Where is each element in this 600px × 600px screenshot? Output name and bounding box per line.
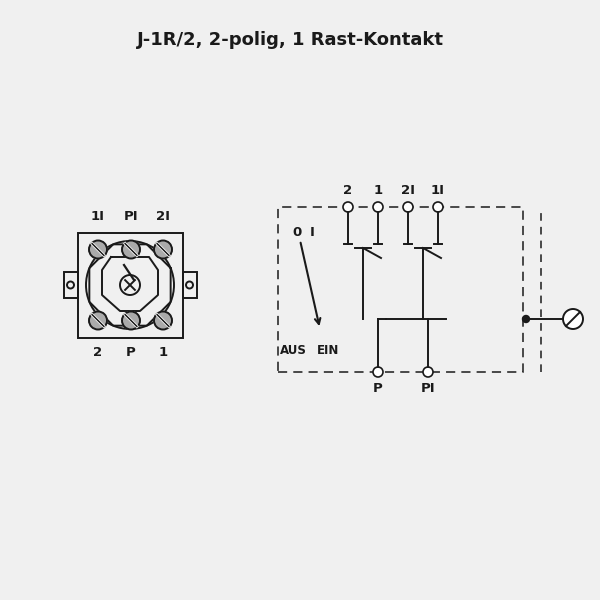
- Circle shape: [523, 316, 530, 323]
- Text: P: P: [126, 346, 136, 358]
- Text: PI: PI: [124, 209, 139, 223]
- Bar: [278, 207, 523, 372]
- Text: EIN: EIN: [317, 344, 339, 357]
- Text: 2: 2: [343, 184, 353, 197]
- Text: 0: 0: [293, 226, 302, 238]
- Circle shape: [122, 241, 140, 259]
- Text: PI: PI: [421, 382, 436, 395]
- Circle shape: [343, 202, 353, 212]
- Bar: [182, 272, 197, 298]
- Text: AUS: AUS: [280, 344, 307, 357]
- Text: 1I: 1I: [431, 184, 445, 197]
- Text: 2I: 2I: [401, 184, 415, 197]
- Text: 1: 1: [158, 346, 167, 358]
- Circle shape: [423, 367, 433, 377]
- Circle shape: [373, 367, 383, 377]
- Bar: [77, 232, 182, 337]
- Circle shape: [89, 311, 107, 329]
- Text: I: I: [310, 226, 315, 238]
- Circle shape: [154, 311, 172, 329]
- Circle shape: [403, 202, 413, 212]
- Text: 2I: 2I: [156, 209, 170, 223]
- Circle shape: [563, 309, 583, 329]
- Text: 2: 2: [94, 346, 103, 358]
- Circle shape: [373, 202, 383, 212]
- Bar: [64, 272, 77, 298]
- Text: 1: 1: [373, 184, 383, 197]
- Circle shape: [89, 241, 107, 259]
- Circle shape: [154, 241, 172, 259]
- Text: J-1R/2, 2-polig, 1 Rast-Kontakt: J-1R/2, 2-polig, 1 Rast-Kontakt: [137, 31, 443, 49]
- Circle shape: [122, 311, 140, 329]
- Text: 1I: 1I: [91, 209, 105, 223]
- Text: P: P: [373, 382, 383, 395]
- Circle shape: [433, 202, 443, 212]
